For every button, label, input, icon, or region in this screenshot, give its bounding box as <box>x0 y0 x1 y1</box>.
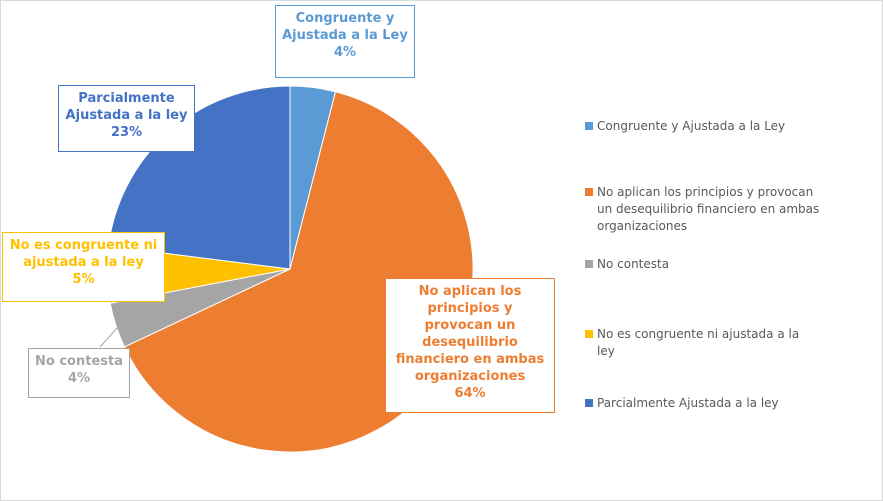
legend-entry: No contesta <box>585 256 820 273</box>
label-value: 4% <box>333 45 357 60</box>
legend-label: No contesta <box>597 257 670 271</box>
legend-swatch <box>585 260 593 268</box>
label-name: No aplican los principios y provocan un … <box>395 284 545 384</box>
label-value: 4% <box>67 371 91 386</box>
data-label: No aplican los principios y provocan un … <box>385 278 555 413</box>
label-name: Congruente y Ajustada a la Ley <box>282 11 408 43</box>
legend-entry: No es congruente ni ajustada a la ley <box>585 326 820 360</box>
label-name: No contesta <box>35 354 123 369</box>
legend-swatch <box>585 330 593 338</box>
label-name: No es congruente ni ajustada a la ley <box>9 238 158 270</box>
legend-entry: Parcialmente Ajustada a la ley <box>585 395 820 412</box>
label-value: 23% <box>110 125 143 140</box>
leader-line <box>99 327 118 348</box>
data-label: Congruente y Ajustada a la Ley 4% <box>275 5 415 78</box>
legend-entry: Congruente y Ajustada a la Ley <box>585 118 820 135</box>
label-value: 64% <box>454 386 486 401</box>
label-name: Parcialmente Ajustada a la ley <box>65 91 188 123</box>
legend-label: Congruente y Ajustada a la Ley <box>597 119 786 133</box>
legend-swatch <box>585 399 593 407</box>
label-value: 5% <box>72 272 95 287</box>
legend-label: Parcialmente Ajustada a la ley <box>597 396 779 410</box>
legend-swatch <box>585 188 593 196</box>
legend-label: No es congruente ni ajustada a la ley <box>597 327 800 358</box>
legend-swatch <box>585 122 593 130</box>
legend-entry: No aplican los principios y provocan un … <box>585 184 820 235</box>
data-label: Parcialmente Ajustada a la ley 23% <box>58 85 195 152</box>
data-label: No contesta 4% <box>28 348 130 398</box>
data-label: No es congruente ni ajustada a la ley 5% <box>2 232 165 302</box>
legend-label: No aplican los principios y provocan un … <box>597 185 820 233</box>
